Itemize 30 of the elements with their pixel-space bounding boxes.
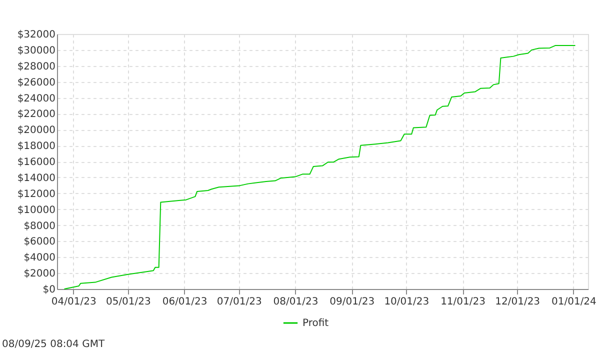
y-tick-label: $8000 [24,220,56,232]
y-tick-label: $24000 [17,93,56,104]
x-tick-label: 07/01/23 [216,296,262,308]
x-tick-label: 01/01/24 [551,296,596,308]
legend-label: Profit [302,318,329,329]
y-tick-label: $18000 [17,141,56,152]
x-tick-label: 11/01/23 [440,296,486,308]
y-tick-label: $22000 [17,109,56,120]
x-tick-label: 12/01/23 [495,296,540,308]
y-tick-label: $4000 [24,252,56,264]
x-tick-label: 04/01/23 [51,296,96,308]
x-tick-label: 08/01/23 [273,296,318,308]
text: 08/09/25 08:04 GMT [2,339,106,350]
y-tick-label: $12000 [17,188,56,200]
x-tick-label: 06/01/23 [162,296,208,308]
line-series [64,45,576,290]
y-tick-label: $16000 [17,157,56,168]
y-tick-label: $32000 [17,30,56,40]
y-tick-label: $30000 [17,45,56,56]
x-tick-label: 05/01/23 [106,296,151,308]
y-tick-label: $0 [42,284,56,296]
y-tick-label: $6000 [24,236,56,248]
y-tick-label: $20000 [17,125,56,136]
x-tick-label: 09/01/23 [330,296,375,308]
x-tick-label: 10/01/23 [384,296,430,308]
y-tick-label: $26000 [17,77,56,88]
y-tick-label: $14000 [17,172,56,184]
y-tick-label: $28000 [17,61,56,72]
y-tick-label: $10000 [17,204,56,216]
y-tick-label: $2000 [24,268,56,280]
